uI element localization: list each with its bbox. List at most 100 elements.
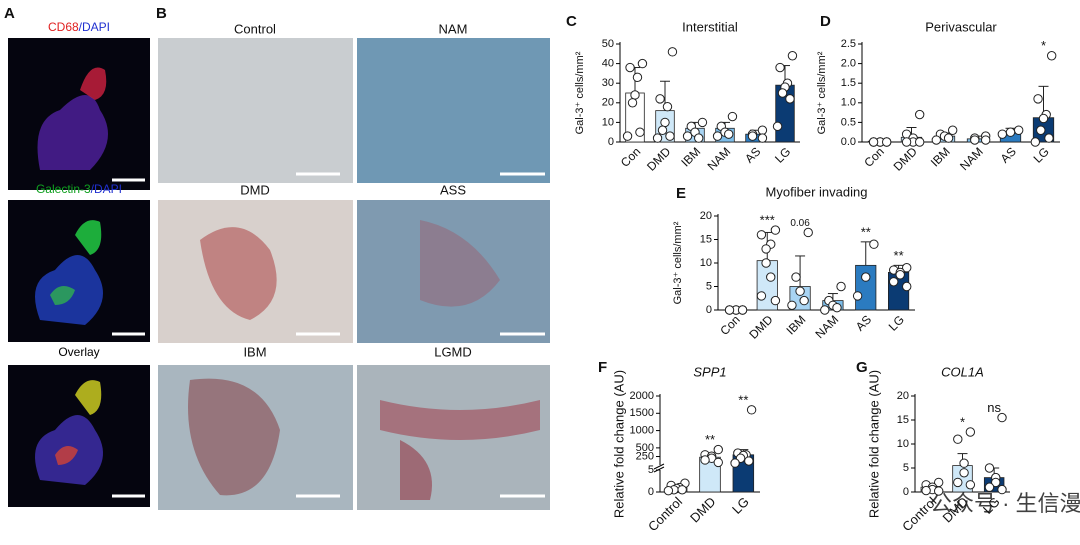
data-point [933,486,944,496]
x-tick-label: NAM [957,144,986,173]
data-point [652,133,663,143]
data-point [869,239,879,249]
data-point [724,305,735,315]
data-point [787,51,798,61]
data-point [1033,94,1043,104]
data-point [1036,125,1046,135]
data-point [997,129,1008,139]
data-point [953,434,963,444]
significance-label: * [1041,38,1046,53]
data-point [770,225,781,235]
data-point [667,47,678,57]
data-point [622,131,633,141]
y-axis-label: Gal-3⁺ cells/mm² [672,221,684,304]
data-point [761,244,771,254]
data-point [852,291,863,301]
y-tick-label: 15 [700,233,712,245]
significance-label: ** [705,432,715,447]
x-tick-label: Con [717,312,742,337]
axis-break [654,465,666,470]
x-tick-label: IBM [928,144,953,169]
y-tick-label: 40 [602,58,614,70]
data-point [657,125,668,135]
data-point [630,90,640,100]
chart-title: Perivascular [925,19,997,34]
label-part: Overlay [58,345,99,359]
x-tick-label: AS [853,312,874,333]
y-tick-label: 2.5 [841,38,856,50]
y-tick-label: 500 [636,442,654,454]
data-point [943,133,954,143]
y-axis-label: Gal-3⁺ cells/mm² [574,51,586,134]
data-point [997,484,1007,495]
significance-label: ns [987,400,1001,415]
label-part: /DAPI [91,182,122,196]
significance-label: 0.06 [790,218,810,229]
y-tick-label: 15 [897,414,909,426]
y-tick-label: 2000 [630,390,654,402]
image-label: CD68/DAPI [48,20,110,34]
bar [855,264,877,311]
data-point [744,456,754,466]
data-point [727,111,738,122]
panel-b-images [158,38,550,510]
data-point [965,480,976,490]
data-point [682,131,693,141]
data-point [895,270,905,280]
y-tick-label: 10 [700,257,712,269]
data-point [632,72,643,83]
image-label: DMD [240,182,270,197]
y-tick-label: 0 [706,304,712,316]
image-label: Galectin-3/DAPI [36,182,122,196]
data-point [756,230,767,240]
y-tick-label: 0 [648,486,654,498]
data-point [947,125,958,135]
data-point [756,291,767,301]
data-point [921,485,931,496]
panel-a-images [8,38,150,507]
y-tick-label: 30 [602,77,614,89]
data-point [1044,133,1054,143]
y-tick-label: 2.0 [841,58,856,70]
data-point [757,125,768,135]
y-tick-label: 1500 [630,407,654,419]
y-tick-label: 20 [602,97,614,109]
label-part: Galectin-3 [36,182,91,196]
chart-title: SPP1 [693,364,726,379]
data-point [888,277,899,287]
x-tick-label: AS [998,144,1019,165]
data-point [959,468,969,478]
x-tick-label: DMD [687,494,719,526]
data-point [724,129,734,139]
micrograph [158,38,353,183]
panel-label: D [820,13,831,30]
data-point [737,305,748,315]
y-axis-label: Relative fold change (AU) [611,370,626,518]
data-point [1005,127,1016,137]
data-point [997,412,1007,423]
data-point [697,117,708,128]
chart-title: Interstitial [682,19,738,34]
data-point [980,135,991,145]
data-point [785,94,795,104]
x-tick-label: IBM [678,144,703,169]
y-tick-label: 0.5 [841,116,856,128]
chart-title: Myofiber invading [766,184,868,199]
watermark: 公众号 · 生信漫卷 [930,491,1080,516]
panel-label: C [566,13,577,30]
x-tick-label: AS [742,144,763,165]
y-axis-label: Relative fold change (AU) [866,370,881,518]
image-label: LGMD [434,344,472,359]
panel-label: A [4,5,15,22]
panel-label: E [676,185,686,202]
y-tick-label: 1.0 [841,97,856,109]
data-point [713,457,723,468]
data-point [770,295,781,306]
y-tick-label: 5 [648,464,654,476]
data-point [637,58,648,69]
data-point [1013,125,1024,135]
data-point [747,131,758,141]
data-point [663,485,674,496]
data-point [746,405,757,415]
